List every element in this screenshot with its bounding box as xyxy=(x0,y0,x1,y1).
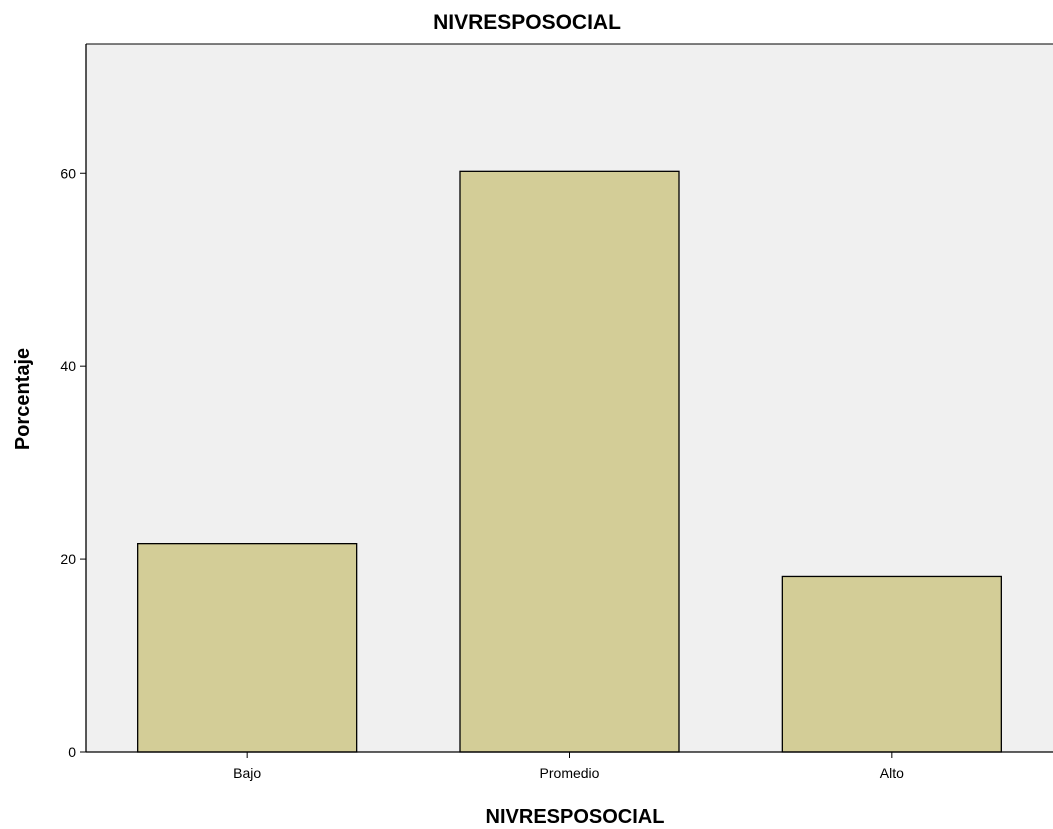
bar-group xyxy=(137,170,1002,753)
y-axis-title: Porcentaje xyxy=(12,348,34,450)
bar-promedio xyxy=(459,170,680,753)
chart-title: NIVRESPOSOCIAL xyxy=(433,11,621,34)
y-axis: 0 20 40 60 xyxy=(60,44,87,760)
x-tick-label: Bajo xyxy=(233,765,261,781)
y-tick-label: 40 xyxy=(60,358,76,374)
y-tick-label: 0 xyxy=(68,744,76,760)
y-tick-label: 60 xyxy=(60,165,76,181)
x-tick-label: Promedio xyxy=(540,765,600,781)
x-tick-label: Alto xyxy=(880,765,904,781)
y-tick-label: 20 xyxy=(60,551,76,567)
bar-alto xyxy=(781,575,1002,753)
x-axis: Bajo Promedio Alto xyxy=(86,751,1053,781)
x-axis-title: NIVRESPOSOCIAL xyxy=(486,806,665,828)
bar-bajo xyxy=(137,543,358,753)
